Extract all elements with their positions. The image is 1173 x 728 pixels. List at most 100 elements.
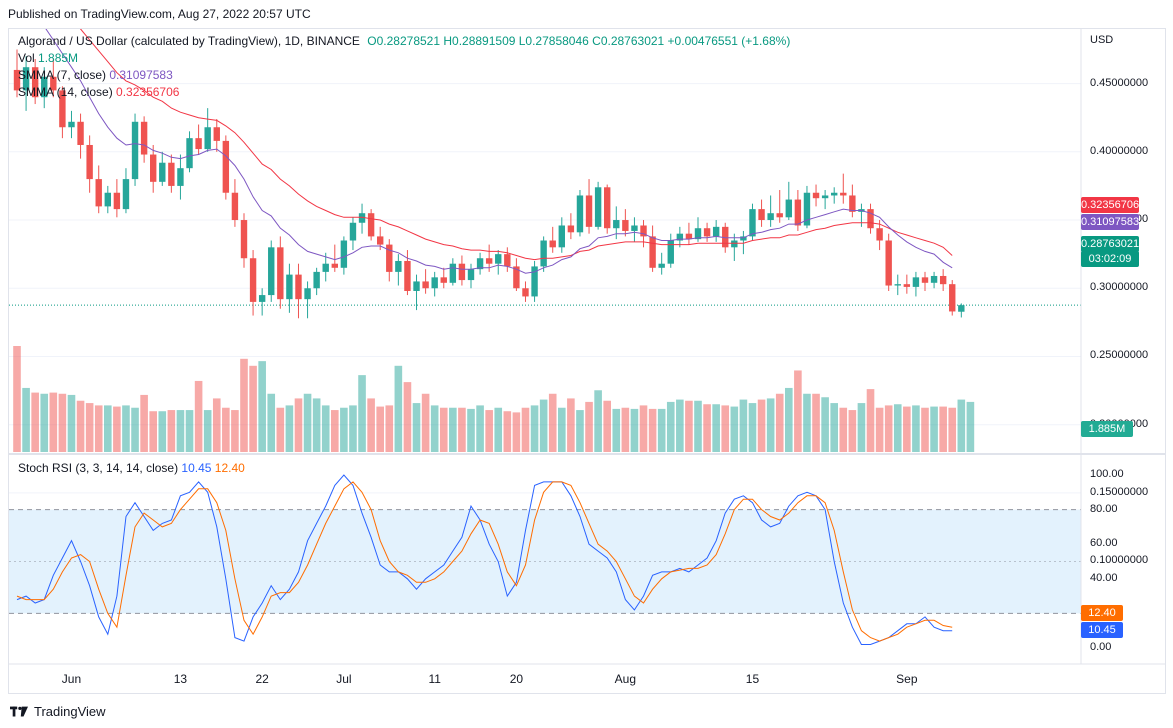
candle bbox=[767, 195, 774, 227]
footer-brand-label: TradingView bbox=[34, 704, 106, 719]
volume-bar bbox=[439, 407, 448, 452]
candle bbox=[31, 59, 39, 105]
volume-bar bbox=[194, 380, 203, 452]
candle-body bbox=[667, 240, 674, 264]
candle-body bbox=[513, 266, 520, 289]
time-axis-label: 20 bbox=[509, 672, 524, 686]
volume-bar bbox=[140, 394, 148, 452]
volume-bar bbox=[467, 408, 475, 452]
bar-countdown-tag: 03:02:09 bbox=[1081, 251, 1139, 267]
candle bbox=[277, 236, 284, 309]
chart-frame bbox=[8, 28, 1166, 694]
price-tick-label: 0.30000000 bbox=[1090, 281, 1149, 294]
volume-bar bbox=[503, 411, 512, 452]
candle bbox=[930, 271, 938, 289]
candle-body bbox=[722, 226, 729, 248]
candle-body bbox=[840, 192, 847, 196]
volume-label: Vol bbox=[18, 51, 35, 65]
volume-bar bbox=[494, 407, 503, 452]
candle bbox=[331, 244, 338, 272]
candle-body bbox=[41, 76, 48, 98]
legend-symbol-line: Algorand / US Dollar (calculated by Trad… bbox=[18, 34, 790, 48]
candle bbox=[604, 184, 611, 234]
candle bbox=[803, 185, 811, 229]
candle bbox=[849, 184, 856, 218]
candle bbox=[812, 184, 820, 207]
volume-bar bbox=[630, 408, 639, 452]
tradingview-logo-icon bbox=[10, 706, 28, 716]
candle bbox=[59, 86, 66, 139]
symbol-title[interactable]: Algorand / US Dollar (calculated by Trad… bbox=[18, 34, 360, 48]
candle-body bbox=[422, 281, 429, 289]
published-line: Published on TradingView.com, Aug 27, 20… bbox=[8, 7, 311, 21]
candle bbox=[395, 254, 402, 286]
candle bbox=[558, 217, 565, 253]
time-axis-label: Jul bbox=[336, 672, 352, 686]
volume-bar bbox=[739, 399, 748, 452]
volume-bar bbox=[403, 382, 412, 452]
candle bbox=[431, 271, 438, 297]
legend-stoch-rsi[interactable]: Stoch RSI (3, 3, 14, 14, close) 10.45 12… bbox=[18, 461, 245, 475]
candle-body bbox=[903, 284, 911, 287]
time-axis-label: Jun bbox=[61, 672, 82, 686]
time-axis-label: 13 bbox=[173, 672, 188, 686]
candle bbox=[113, 179, 121, 218]
smma14-line bbox=[79, 29, 953, 261]
candle bbox=[467, 263, 475, 289]
candle bbox=[939, 269, 947, 291]
volume-bar bbox=[866, 389, 875, 452]
candle-body bbox=[386, 244, 393, 272]
candle-body bbox=[912, 277, 920, 287]
candle-body bbox=[740, 236, 747, 241]
candle-body bbox=[340, 240, 348, 268]
candle-body bbox=[758, 209, 765, 221]
volume-bar bbox=[712, 404, 720, 452]
candle bbox=[213, 119, 220, 152]
candle-body bbox=[168, 162, 175, 186]
candle-body bbox=[104, 192, 111, 207]
volume-bar bbox=[421, 393, 430, 452]
volume-bar bbox=[912, 405, 920, 452]
legend-smma14[interactable]: SMMA (14, close) 0.32356706 bbox=[18, 85, 179, 99]
volume-bar bbox=[785, 387, 793, 452]
candle-body bbox=[113, 192, 121, 210]
candle-body bbox=[195, 138, 202, 150]
volume-bar bbox=[113, 406, 121, 452]
footer-brand[interactable]: TradingView bbox=[10, 704, 106, 719]
candle-body bbox=[140, 121, 148, 155]
candle-body bbox=[594, 187, 602, 227]
volume-bar bbox=[122, 405, 130, 452]
candle-body bbox=[86, 144, 93, 180]
candle bbox=[313, 267, 320, 296]
volume-bar bbox=[794, 370, 802, 452]
candle-body bbox=[831, 192, 838, 196]
candle bbox=[522, 281, 529, 302]
candle-body bbox=[258, 295, 266, 302]
volume-bar bbox=[512, 412, 521, 452]
candle bbox=[231, 179, 239, 227]
candle bbox=[513, 258, 520, 291]
legend-volume[interactable]: Vol 1.885M bbox=[18, 51, 78, 65]
candle bbox=[104, 185, 111, 214]
candle bbox=[867, 203, 874, 234]
candle bbox=[186, 131, 193, 173]
volume-bar bbox=[449, 407, 457, 452]
volume-bar bbox=[94, 405, 103, 452]
candle-body bbox=[731, 240, 738, 248]
candle bbox=[476, 252, 484, 275]
candle-body bbox=[785, 199, 792, 218]
candle bbox=[449, 258, 457, 286]
price-tick-label: 0.25000000 bbox=[1090, 349, 1149, 362]
legend-smma7[interactable]: SMMA (7, close) 0.31097583 bbox=[18, 68, 173, 82]
volume-bar bbox=[276, 407, 285, 452]
volume-bar bbox=[13, 346, 21, 452]
candle-body bbox=[885, 240, 892, 286]
price-grid bbox=[9, 83, 1081, 562]
candle bbox=[77, 113, 84, 159]
volume-bar bbox=[775, 393, 784, 452]
volume-bar bbox=[167, 410, 176, 452]
volume-bar bbox=[349, 405, 357, 452]
candle-body bbox=[222, 140, 230, 193]
candle-body bbox=[794, 199, 802, 226]
